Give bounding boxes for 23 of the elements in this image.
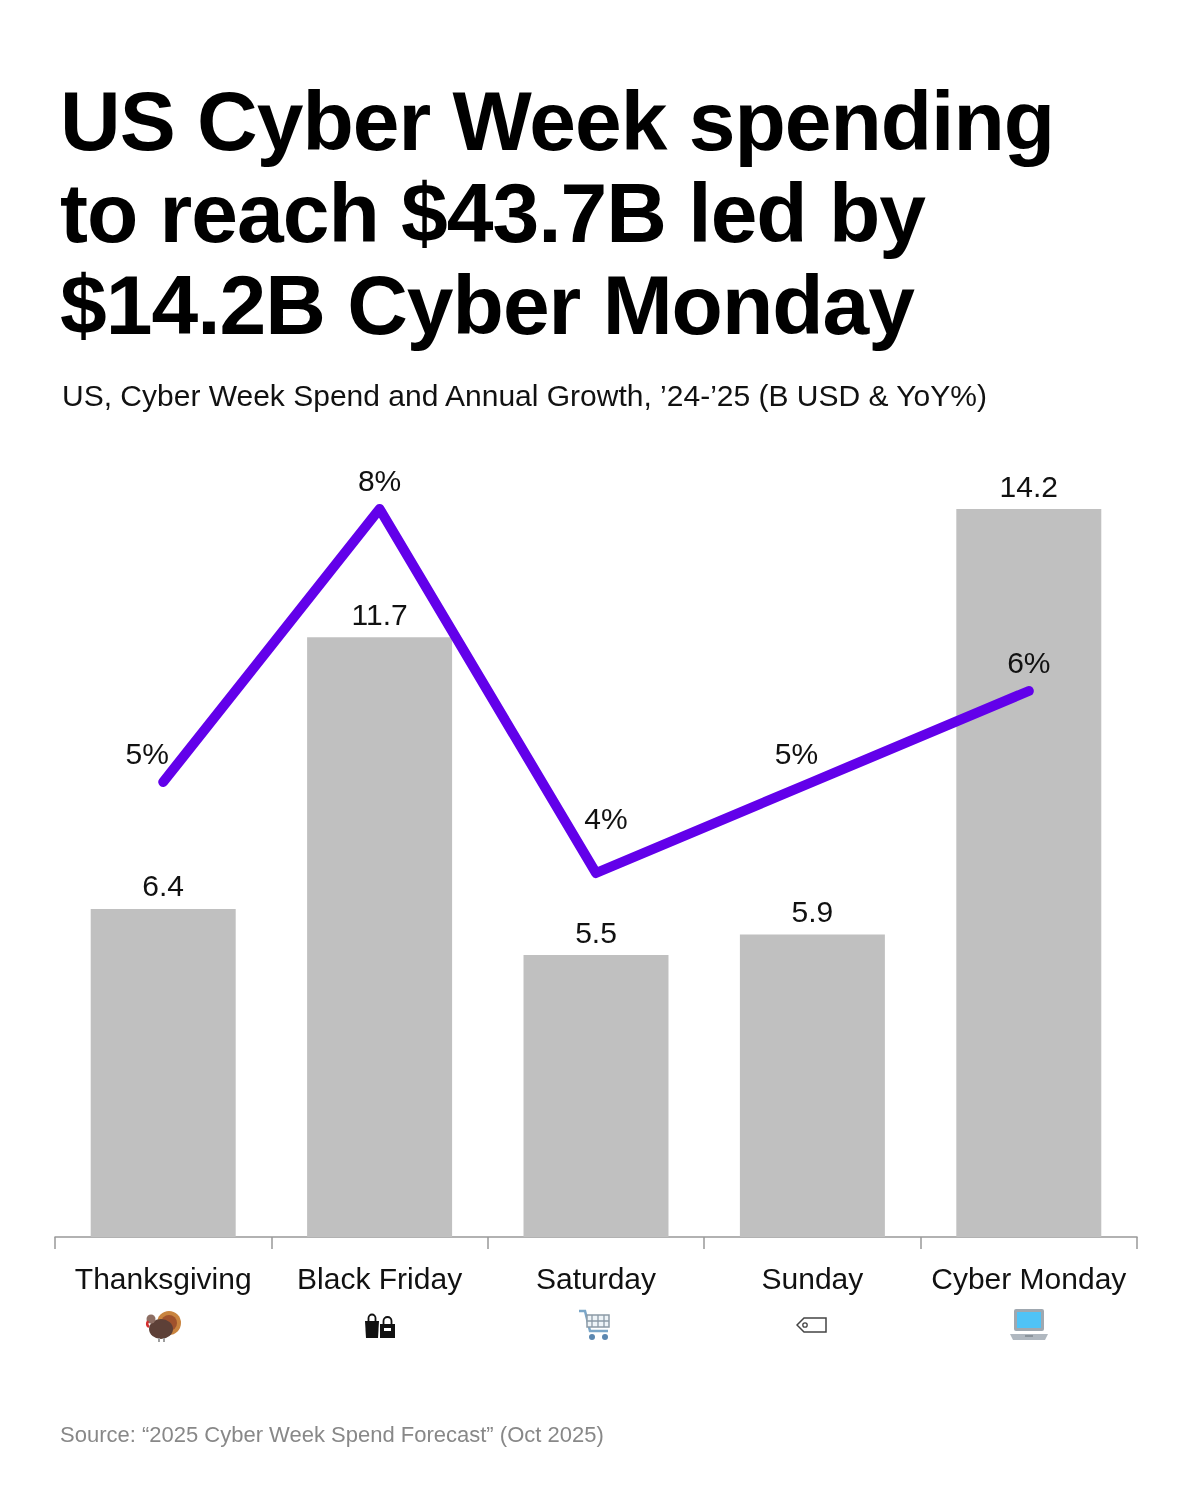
data-label: 6.4 xyxy=(142,869,185,903)
data-label: 11.7 xyxy=(351,597,408,631)
bar xyxy=(739,934,885,1237)
data-label: 5% xyxy=(125,736,169,770)
bar xyxy=(307,637,453,1237)
bar xyxy=(523,955,669,1237)
x-tick-label: Black Friday xyxy=(297,1261,463,1295)
x-tick-label: Thanksgiving xyxy=(74,1261,252,1295)
data-label: 5.5 xyxy=(575,915,617,949)
data-label: 5.9 xyxy=(791,895,834,929)
data-label: 4% xyxy=(584,801,628,835)
chart-title: US Cyber Week spending to reach $43.7B led by $14.2B Cyber Monday xyxy=(60,74,1056,352)
x-tick-label: Sunday xyxy=(761,1261,864,1295)
bar xyxy=(956,509,1102,1237)
data-label: 5% xyxy=(774,736,819,770)
bar xyxy=(90,908,236,1237)
data-label: 8% xyxy=(357,463,402,497)
x-tick-label: Cyber Monday xyxy=(931,1261,1127,1295)
chart-subtitle: US, Cyber Week Spend and Annual Growth, ’24-’25 (B USD & YoY%) xyxy=(62,378,987,414)
data-label: 14.2 xyxy=(999,469,1058,503)
data-label: 6% xyxy=(1007,645,1051,679)
source-note: Source: “2025 Cyber Week Spend Forecast” (Oct 2025) xyxy=(60,1421,604,1449)
x-tick-label: Saturday xyxy=(535,1261,657,1295)
